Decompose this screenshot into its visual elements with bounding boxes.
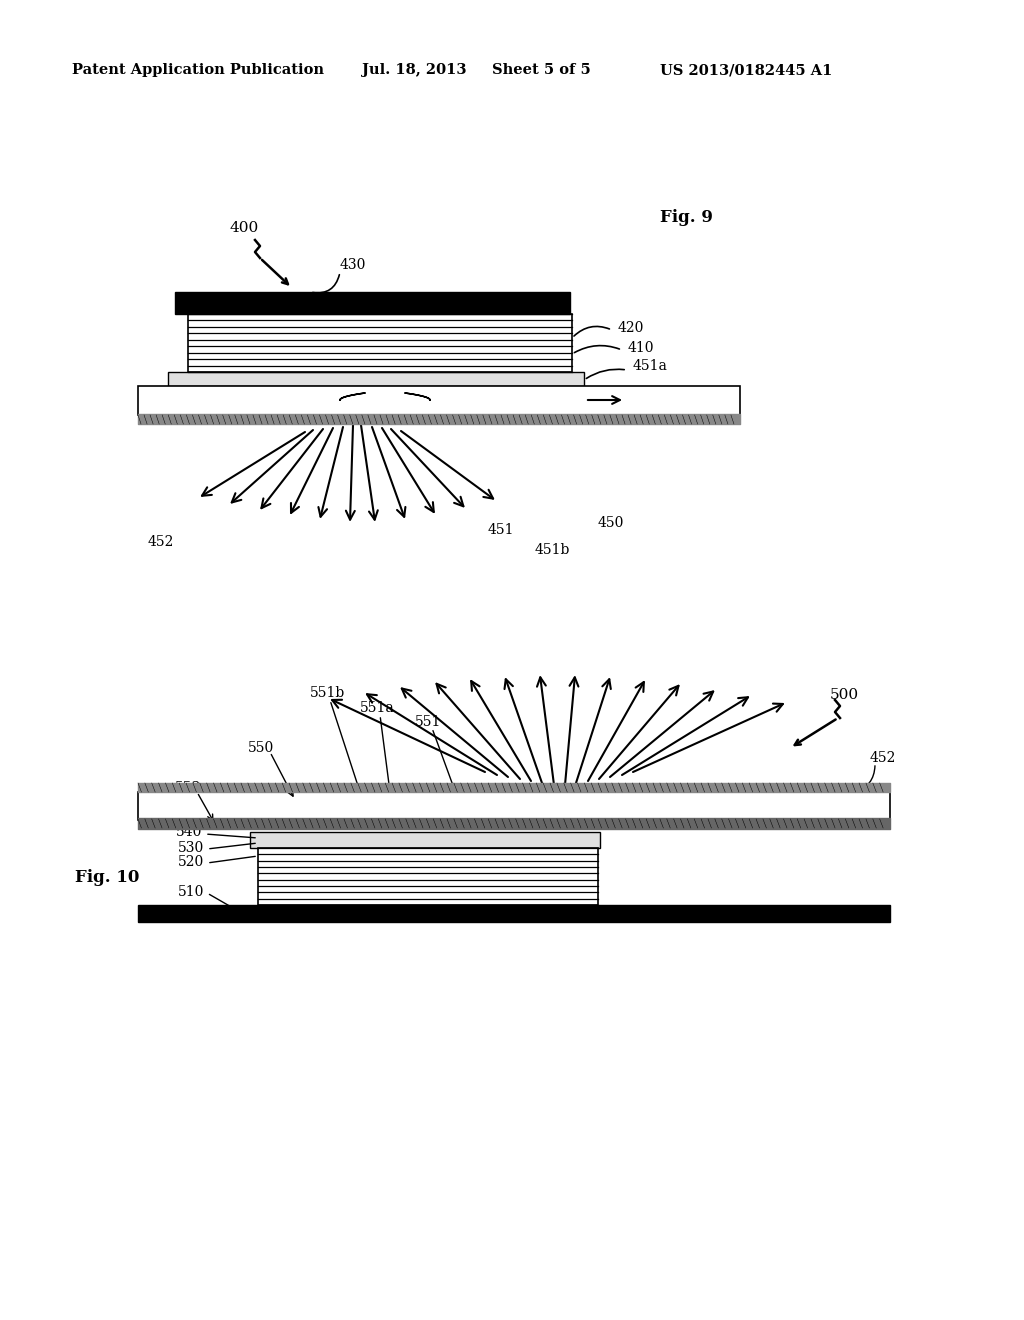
Bar (250, 832, 600, 847)
Text: 551b: 551b (310, 686, 345, 700)
Text: 530: 530 (178, 841, 204, 855)
Text: 410: 410 (628, 341, 654, 355)
Text: 551: 551 (415, 715, 441, 729)
Text: 400: 400 (230, 220, 259, 235)
Text: US 2013/0182445 A1: US 2013/0182445 A1 (660, 63, 833, 77)
Text: 451b: 451b (535, 543, 570, 557)
Bar (138, 792, 890, 820)
Text: 500: 500 (830, 688, 859, 702)
Text: 550: 550 (248, 741, 274, 755)
Text: Fig. 10: Fig. 10 (75, 870, 139, 887)
Text: 510: 510 (178, 884, 205, 899)
Text: 452: 452 (870, 751, 896, 766)
Text: 420: 420 (618, 321, 644, 335)
Bar (258, 847, 598, 906)
Text: 551a: 551a (360, 701, 394, 715)
Bar (138, 906, 890, 921)
Text: 451a: 451a (633, 359, 668, 374)
Text: 452: 452 (148, 535, 174, 549)
Text: Jul. 18, 2013: Jul. 18, 2013 (362, 63, 467, 77)
Bar (138, 385, 740, 414)
Text: 520: 520 (178, 855, 204, 869)
Text: 450: 450 (598, 516, 625, 531)
Text: 553: 553 (175, 781, 202, 795)
Text: Sheet 5 of 5: Sheet 5 of 5 (492, 63, 591, 77)
Bar (168, 372, 584, 385)
Text: Fig. 9: Fig. 9 (660, 210, 713, 227)
Bar (175, 292, 570, 314)
Text: 430: 430 (340, 257, 367, 272)
Text: Patent Application Publication: Patent Application Publication (72, 63, 324, 77)
Text: 451: 451 (488, 523, 514, 537)
Bar (188, 314, 572, 372)
Text: 540: 540 (176, 825, 203, 840)
